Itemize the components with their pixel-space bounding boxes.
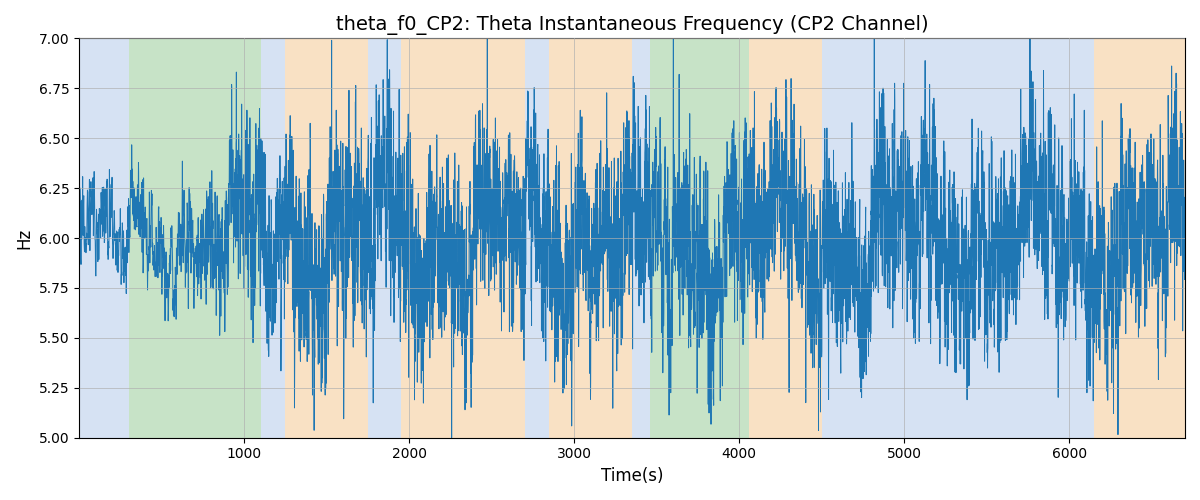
Bar [749,38,822,438]
Y-axis label: Hz: Hz [14,228,32,248]
Bar [650,38,749,438]
Bar [1094,38,1184,438]
Bar [368,38,401,438]
Bar [524,38,550,438]
Bar [632,38,650,438]
Title: theta_f0_CP2: Theta Instantaneous Frequency (CP2 Channel): theta_f0_CP2: Theta Instantaneous Freque… [336,15,929,35]
Bar [550,38,632,438]
Bar [79,38,128,438]
X-axis label: Time(s): Time(s) [601,467,664,485]
Bar [286,38,368,438]
Bar [128,38,260,438]
Bar [260,38,286,438]
Bar [401,38,524,438]
Bar [822,38,1094,438]
